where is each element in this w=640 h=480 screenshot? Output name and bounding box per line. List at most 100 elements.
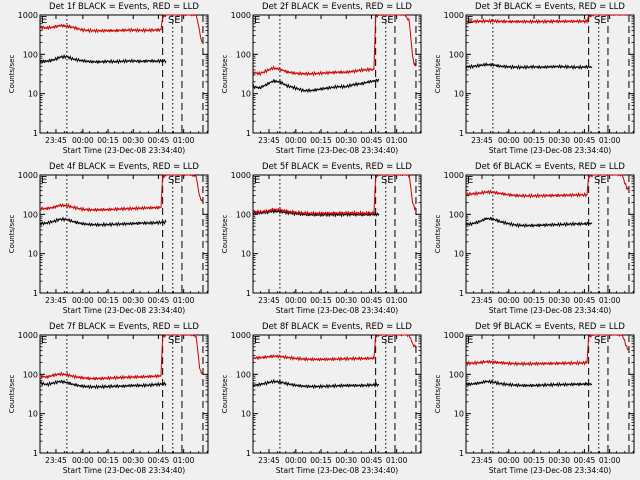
panel-title: Det 2f BLACK = Events, RED = LLD xyxy=(262,2,412,12)
x-tick-label: 00:30 xyxy=(335,456,357,465)
series-line-events xyxy=(465,216,593,229)
x-tick-label: 00:00 xyxy=(285,456,307,465)
panel-title: Det 3f BLACK = Events, RED = LLD xyxy=(475,2,625,12)
plot-frame xyxy=(252,334,422,454)
x-tick-label: 00:15 xyxy=(97,296,119,305)
x-tick-label: 00:45 xyxy=(574,296,596,305)
panel-title: Det 6f BLACK = Events, RED = LLD xyxy=(475,162,625,172)
x-axis-label: Start Time (23-Dec-08 23:34:40) xyxy=(63,146,185,155)
plot-frame xyxy=(39,334,209,454)
detector-panel-2f: Det 2f BLACK = Events, RED = LLD Counts/s… xyxy=(221,2,422,155)
x-tick-label: 00:45 xyxy=(148,456,170,465)
x-tick-label: 01:00 xyxy=(386,296,408,305)
y-tick-label: 100 xyxy=(236,210,251,219)
y-tick-label: 10 xyxy=(241,410,251,419)
series-line-lld xyxy=(465,334,630,367)
y-axis-label: Counts/sec xyxy=(8,215,16,254)
saa-exit-marker: E xyxy=(41,175,47,186)
x-tick-label: 00:15 xyxy=(310,456,332,465)
y-tick-label: 100 xyxy=(23,370,38,379)
y-tick-label: 10 xyxy=(241,90,251,99)
x-axis-label: Start Time (23-Dec-08 23:34:40) xyxy=(276,306,398,315)
panel-title: Det 7f BLACK = Events, RED = LLD xyxy=(49,322,199,332)
panel-title: Det 1f BLACK = Events, RED = LLD xyxy=(49,2,199,12)
y-tick-label: 100 xyxy=(236,50,251,59)
saa-exit-marker: E xyxy=(41,15,47,26)
saa-exit-marker: E xyxy=(467,15,473,26)
y-axis-label: Counts/sec xyxy=(221,375,229,414)
y-tick-label: 100 xyxy=(236,370,251,379)
x-tick-label: 23:45 xyxy=(45,456,67,465)
x-tick-label: 23:45 xyxy=(258,136,280,145)
x-tick-label: 00:00 xyxy=(72,456,94,465)
x-tick-label: 00:45 xyxy=(361,296,383,305)
y-tick-label: 1000 xyxy=(231,171,251,180)
series-line-events xyxy=(252,378,380,390)
x-tick-label: 01:00 xyxy=(173,456,195,465)
x-tick-label: 00:15 xyxy=(310,296,332,305)
x-tick-label: 00:30 xyxy=(548,296,570,305)
x-tick-label: 01:00 xyxy=(599,136,621,145)
panel-title: Det 4f BLACK = Events, RED = LLD xyxy=(49,162,199,172)
detector-panel-4f: Det 4f BLACK = Events, RED = LLD Counts/s… xyxy=(8,162,209,315)
series-line-events xyxy=(39,379,167,390)
x-tick-label: 00:30 xyxy=(548,136,570,145)
detector-panel-1f: Det 1f BLACK = Events, RED = LLD Counts/s… xyxy=(8,2,209,155)
y-axis-label: Counts/sec xyxy=(434,215,442,254)
y-tick-label: 1000 xyxy=(444,171,464,180)
x-axis-label: Start Time (23-Dec-08 23:34:40) xyxy=(276,146,398,155)
x-tick-label: 00:30 xyxy=(122,456,144,465)
series-line-events xyxy=(465,379,593,388)
x-tick-label: 23:45 xyxy=(45,296,67,305)
series-line-lld xyxy=(252,334,417,362)
x-tick-label: 00:00 xyxy=(498,456,520,465)
y-tick-label: 10 xyxy=(454,410,464,419)
plot-frame xyxy=(465,174,635,294)
y-tick-label: 1000 xyxy=(231,11,251,20)
y-tick-label: 10 xyxy=(28,90,38,99)
y-tick-label: 10 xyxy=(28,250,38,259)
saa-exit-marker: E xyxy=(254,15,260,26)
saa-exit-marker: E xyxy=(254,175,260,186)
series-line-lld xyxy=(39,14,204,43)
x-tick-label: 00:30 xyxy=(335,136,357,145)
x-tick-label: 01:00 xyxy=(173,136,195,145)
x-tick-label: 01:00 xyxy=(386,136,408,145)
saa-entry-label: SE xyxy=(168,15,181,26)
saa-exit-marker: E xyxy=(254,335,260,346)
x-tick-label: 01:00 xyxy=(173,296,195,305)
y-tick-label: 100 xyxy=(449,50,464,59)
y-tick-label: 1 xyxy=(33,129,38,138)
saa-entry-label: SE xyxy=(594,175,607,186)
x-tick-label: 00:15 xyxy=(523,296,545,305)
y-tick-label: 1000 xyxy=(18,171,38,180)
x-tick-label: 01:00 xyxy=(599,456,621,465)
series-line-lld xyxy=(465,14,629,25)
detector-panel-6f: Det 6f BLACK = Events, RED = LLD Counts/s… xyxy=(434,162,635,315)
y-tick-label: 1000 xyxy=(444,331,464,340)
plot-frame xyxy=(252,14,422,134)
x-tick-label: 23:45 xyxy=(471,296,493,305)
x-tick-label: 00:15 xyxy=(310,136,332,145)
detector-panel-9f: Det 9f BLACK = Events, RED = LLD Counts/s… xyxy=(434,322,635,475)
saa-entry-label: SE xyxy=(594,335,607,346)
plot-frame xyxy=(465,334,635,454)
x-tick-label: 23:45 xyxy=(258,456,280,465)
y-axis-label: Counts/sec xyxy=(221,215,229,254)
series-line-lld xyxy=(39,334,204,381)
saa-entry-label: SE xyxy=(381,15,394,26)
x-tick-label: 00:00 xyxy=(498,296,520,305)
x-tick-label: 00:30 xyxy=(122,296,144,305)
saa-entry-label: SE xyxy=(168,335,181,346)
x-axis-label: Start Time (23-Dec-08 23:34:40) xyxy=(489,466,611,475)
x-tick-label: 00:45 xyxy=(361,136,383,145)
y-axis-label: Counts/sec xyxy=(8,55,16,94)
detector-panel-5f: Det 5f BLACK = Events, RED = LLD Counts/s… xyxy=(221,162,422,315)
plot-frame xyxy=(465,14,635,134)
detector-panel-8f: Det 8f BLACK = Events, RED = LLD Counts/s… xyxy=(221,322,422,475)
x-tick-label: 00:45 xyxy=(148,136,170,145)
series-line-events xyxy=(39,53,167,65)
x-tick-label: 23:45 xyxy=(258,296,280,305)
y-tick-label: 100 xyxy=(23,50,38,59)
